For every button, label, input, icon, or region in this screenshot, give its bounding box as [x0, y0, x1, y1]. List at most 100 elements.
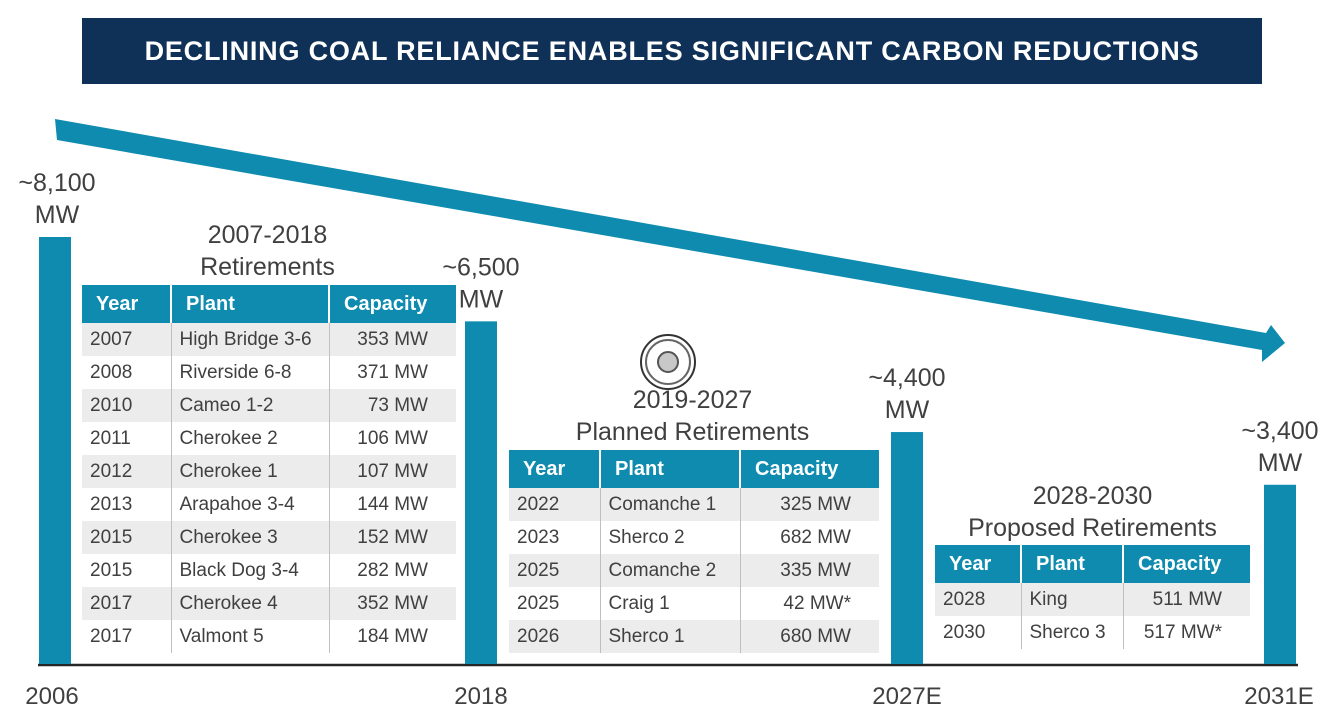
section-title-line2: Retirements	[200, 253, 335, 281]
cell-year: 2022	[509, 488, 601, 521]
cell-year: 2011	[82, 422, 172, 455]
cell-year: 2015	[82, 521, 172, 554]
bar-value-label: ~6,500	[442, 253, 519, 281]
table-row: 2007 High Bridge 3-6 353 MW	[82, 323, 456, 356]
bar-value-label: MW	[1258, 449, 1303, 477]
cell-plant: Valmont 5	[171, 620, 330, 653]
cell-year: 2012	[82, 455, 172, 488]
retirements-table-2028-2030: Year Plant Capacity 2028 King 511 MW 2030 Sh…	[935, 545, 1250, 649]
section-title-line2: Planned Retirements	[575, 418, 810, 446]
cell-year: 2025	[509, 587, 601, 620]
bar-2027E	[891, 432, 923, 664]
cell-year: 2015	[82, 554, 172, 587]
cell-plant: Sherco 1	[600, 620, 741, 653]
section-title-line1: 2007-2018	[207, 221, 328, 249]
cell-plant: Cherokee 2	[171, 422, 330, 455]
cell-year: 2013	[82, 488, 172, 521]
bar-value-label: MW	[459, 285, 504, 313]
cell-capacity: 152 MW	[329, 521, 456, 554]
cell-year: 2026	[509, 620, 601, 653]
section-title-2028-2030: 2028-2030 Proposed Retirements	[940, 480, 1245, 544]
bar-2031E	[1264, 484, 1296, 664]
cell-plant: Comanche 2	[600, 554, 741, 587]
header-capacity: Capacity	[740, 450, 879, 488]
cell-plant: Sherco 3	[1021, 616, 1124, 649]
cell-year: 2030	[935, 616, 1022, 649]
cell-plant: Comanche 1	[600, 488, 741, 521]
cell-year: 2028	[935, 583, 1022, 616]
cell-plant: Cherokee 1	[171, 455, 330, 488]
header-year: Year	[82, 285, 172, 323]
table-row: 2026 Sherco 1 680 MW	[509, 620, 879, 653]
cell-capacity: 353 MW	[329, 323, 456, 356]
table-row: 2008 Riverside 6-8 371 MW	[82, 356, 456, 389]
cell-plant: Black Dog 3-4	[171, 554, 330, 587]
cell-plant: Cherokee 3	[171, 521, 330, 554]
table-row: 2011 Cherokee 2 106 MW	[82, 422, 456, 455]
table-row: 2025 Comanche 2 335 MW	[509, 554, 879, 587]
header-plant: Plant	[171, 285, 330, 323]
cell-plant: High Bridge 3-6	[171, 323, 330, 356]
table-row: 2025 Craig 1 42 MW*	[509, 587, 879, 620]
header-year: Year	[509, 450, 601, 488]
cell-capacity: 511 MW	[1123, 583, 1250, 616]
trend-arrow	[55, 119, 1285, 362]
cell-plant: Riverside 6-8	[171, 356, 330, 389]
cell-year: 2017	[82, 620, 172, 653]
header-year: Year	[935, 545, 1022, 583]
cell-capacity: 517 MW*	[1143, 621, 1222, 643]
section-title-line1: 2019-2027	[632, 386, 753, 414]
cell-year: 2025	[509, 554, 601, 587]
table-row: 2015 Cherokee 3 152 MW	[82, 521, 456, 554]
cell-plant: Sherco 2	[600, 521, 741, 554]
bar-value-label: ~4,400	[868, 364, 945, 392]
cell-capacity: 352 MW	[329, 587, 456, 620]
cell-capacity: 325 MW	[740, 488, 879, 521]
cell-capacity: 73 MW	[329, 389, 456, 422]
retirements-table-2007-2018: Year Plant Capacity 2007 High Bridge 3-6 3…	[82, 285, 456, 653]
cell-plant: Arapahoe 3-4	[171, 488, 330, 521]
cell-plant: Craig 1	[600, 587, 741, 620]
section-title-2019-2027: 2019-2027 Planned Retirements	[530, 384, 855, 448]
cell-capacity: 282 MW	[357, 559, 428, 581]
cell-plant: King	[1021, 583, 1124, 616]
cell-year: 2008	[82, 356, 172, 389]
bar-2006	[39, 237, 71, 664]
section-title-line1: 2028-2030	[1032, 482, 1153, 510]
x-tick-label: 2006	[25, 683, 78, 710]
x-tick-label: 2031E	[1244, 683, 1313, 710]
cell-capacity: 335 MW	[740, 554, 879, 587]
table-row: 2013 Arapahoe 3-4 144 MW	[82, 488, 456, 521]
section-title-line2: Proposed Retirements	[968, 514, 1217, 542]
table-row: 2022 Comanche 1 325 MW	[509, 488, 879, 521]
header-capacity: Capacity	[1123, 545, 1250, 583]
table-header-row: Year Plant Capacity	[935, 545, 1250, 583]
cell-capacity: 184 MW	[357, 625, 428, 647]
cell-capacity: 106 MW	[357, 427, 428, 449]
table-row: 2012 Cherokee 1 107 MW	[82, 455, 456, 488]
table-row: 2017 Valmont 5 184 MW	[82, 620, 456, 653]
retirements-table-2019-2027: Year Plant Capacity 2022 Comanche 1 325 MW…	[509, 450, 879, 653]
header-plant: Plant	[1021, 545, 1124, 583]
cell-capacity: 371 MW	[357, 361, 428, 383]
header-plant: Plant	[600, 450, 741, 488]
table-row: 2028 King 511 MW	[935, 583, 1250, 616]
chart-title: DECLINING COAL RELIANCE ENABLES SIGNIFIC…	[144, 35, 1200, 66]
title-banner: DECLINING COAL RELIANCE ENABLES SIGNIFIC…	[82, 18, 1262, 84]
bar-2018	[465, 321, 497, 664]
cell-year: 2010	[82, 389, 172, 422]
cell-capacity: 682 MW	[780, 526, 851, 548]
cell-year: 2017	[82, 587, 172, 620]
table-header-row: Year Plant Capacity	[82, 285, 456, 323]
cell-capacity: 680 MW	[740, 620, 879, 653]
cell-plant: Cherokee 4	[171, 587, 330, 620]
x-tick-label: 2027E	[872, 683, 941, 710]
cell-capacity: 42 MW*	[783, 592, 851, 614]
table-row: 2023 Sherco 2 682 MW	[509, 521, 879, 554]
table-row: 2010 Cameo 1-2 73 MW	[82, 389, 456, 422]
cell-year: 2023	[509, 521, 601, 554]
cell-year: 2007	[82, 323, 172, 356]
bar-value-label: ~3,400	[1241, 417, 1318, 445]
table-row: 2030 Sherco 3 517 MW*	[935, 616, 1250, 649]
